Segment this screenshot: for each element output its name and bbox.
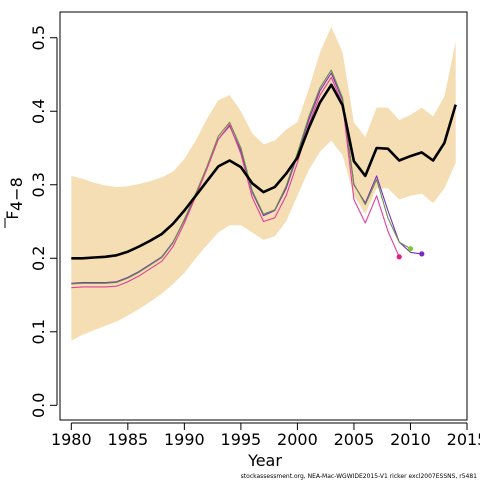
y-tick-label: 0.3	[29, 172, 48, 197]
y-tick-label: 0.0	[29, 393, 48, 418]
x-tick-label: 2000	[277, 430, 318, 449]
footer-source: stockassessment.org, NEA-Mac-WGWIDE2015-…	[241, 473, 478, 480]
series-end-point-1	[419, 251, 425, 257]
x-axis-title: Year	[247, 451, 282, 470]
x-tick-label: 1995	[221, 430, 262, 449]
y-axis-title-subscript: 4−8	[7, 177, 26, 211]
x-tick-label: 2015	[447, 430, 480, 449]
x-tick-label: 2005	[334, 430, 375, 449]
y-axis-title-main: F	[3, 210, 22, 219]
y-axis-title: F 4−8	[3, 177, 26, 228]
x-axis: 1980 1985 1990 1995 2000 2005 2010 2015	[51, 422, 480, 449]
confidence-band-layer	[71, 26, 456, 341]
series-end-point-2	[407, 246, 414, 252]
series-line-estimate	[71, 83, 457, 260]
y-tick-label: 0.4	[29, 99, 48, 124]
x-tick-label: 1990	[164, 430, 205, 449]
y-tick-label: 0.2	[29, 246, 48, 271]
end-points-layer	[396, 246, 425, 260]
plot-frame	[59, 11, 468, 421]
series-line-retro-2	[71, 69, 411, 285]
x-tick-label: 1985	[107, 430, 148, 449]
series-layer	[71, 69, 457, 289]
y-tick-label: 0.5	[29, 25, 48, 50]
x-tick-label: 2010	[390, 430, 431, 449]
y-axis: 0.0 0.1 0.2 0.3 0.4 0.5	[29, 25, 58, 418]
y-tick-label: 0.1	[29, 319, 48, 344]
series-end-point-3	[396, 254, 402, 260]
x-tick-label: 1980	[51, 430, 92, 449]
confidence-band	[71, 26, 456, 341]
